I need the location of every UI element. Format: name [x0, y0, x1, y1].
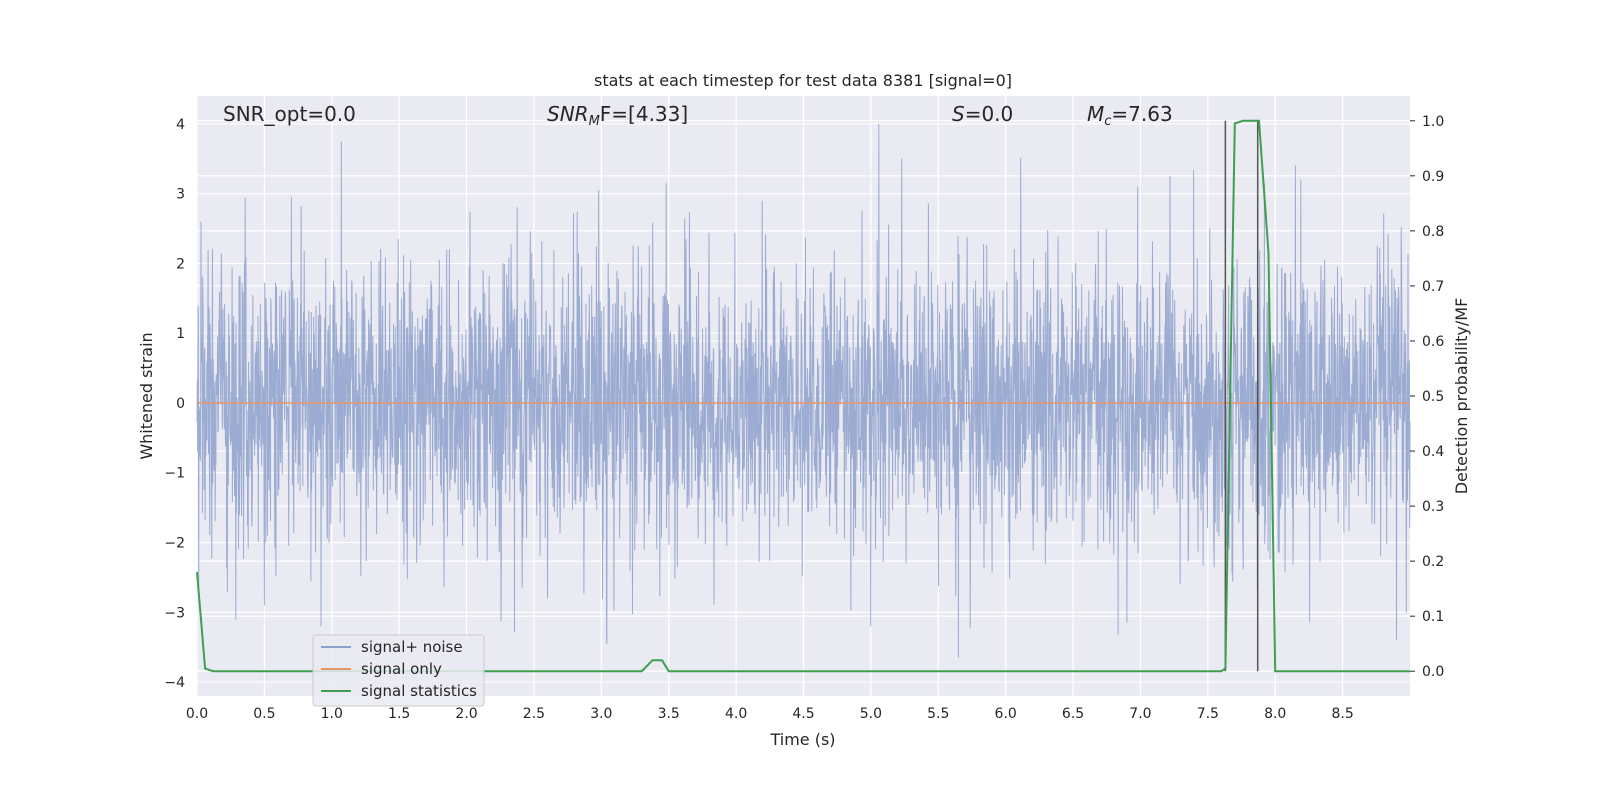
x-tick-label: 1.5 — [388, 706, 410, 722]
noise-line — [196, 123, 1411, 658]
x-tick-label: 3.5 — [658, 706, 680, 722]
y2-tick-label: 1.0 — [1422, 114, 1444, 130]
y2-axis-ticks: 0.0 0.1 0.2 0.3 0.4 0.5 0.6 0.7 0.8 0.9 1.0 — [1410, 114, 1444, 680]
x-tick-label: 0.5 — [253, 706, 275, 722]
x-tick-label: 6.5 — [1062, 706, 1084, 722]
x-tick-label: 8.5 — [1331, 706, 1353, 722]
x-tick-label: 5.5 — [927, 706, 949, 722]
legend-label-noise: signal+ noise — [361, 638, 463, 656]
annotation-mc-sub: c — [1104, 114, 1111, 129]
y2-tick-label: 0.0 — [1422, 664, 1444, 680]
x-tick-label: 8.0 — [1264, 706, 1286, 722]
y-tick-label: −1 — [164, 466, 185, 482]
legend: signal+ noise signal only signal statist… — [312, 634, 485, 707]
y2-axis-label: Detection probability/MF — [1452, 298, 1471, 495]
annotation-mc-rest: =7.63 — [1111, 102, 1172, 126]
legend-label-stats: signal statistics — [361, 682, 477, 700]
y2-tick-label: 0.8 — [1422, 224, 1444, 240]
annotation-snr-mf-rest: F=[4.33] — [600, 102, 688, 126]
y2-tick-label: 0.3 — [1422, 499, 1444, 515]
x-tick-label: 1.0 — [321, 706, 343, 722]
x-tick-label: 2.0 — [455, 706, 477, 722]
y-tick-label: 2 — [176, 256, 185, 272]
x-tick-label: 2.5 — [523, 706, 545, 722]
y-axis-ticks: 4 3 2 1 0 −1 −2 −3 −4 — [164, 117, 185, 691]
x-tick-label: 0.0 — [186, 706, 208, 722]
x-axis-label: Time (s) — [769, 730, 835, 749]
chart-title: stats at each timestep for test data 838… — [594, 71, 1012, 90]
y-tick-label: 3 — [176, 187, 185, 203]
annotation-snr-opt: SNR_opt=0.0 — [223, 102, 356, 126]
y-tick-label: 1 — [176, 326, 185, 342]
annotation-mc-italic: M — [1087, 102, 1104, 126]
x-tick-label: 7.0 — [1129, 706, 1151, 722]
annotation-snr-mf: SNRMF=[4.33] — [547, 102, 688, 129]
annotation-s: S=0.0 — [952, 102, 1013, 126]
y2-tick-label: 0.4 — [1422, 444, 1444, 460]
y-tick-label: −2 — [164, 536, 185, 552]
x-tick-label: 4.5 — [792, 706, 814, 722]
x-tick-label: 3.0 — [590, 706, 612, 722]
y2-tick-label: 0.7 — [1422, 279, 1444, 295]
x-tick-label: 7.5 — [1197, 706, 1219, 722]
y2-tick-label: 0.1 — [1422, 609, 1444, 625]
x-tick-label: 5.0 — [860, 706, 882, 722]
y2-tick-label: 0.5 — [1422, 389, 1444, 405]
annotation-mc: Mc=7.63 — [1087, 102, 1173, 129]
annotation-snr-mf-sub: M — [589, 114, 600, 129]
y2-tick-label: 0.6 — [1422, 334, 1444, 350]
y-axis-label: Whitened strain — [137, 332, 156, 459]
y-tick-label: 0 — [176, 396, 185, 412]
x-tick-label: 4.0 — [725, 706, 747, 722]
y-tick-label: −4 — [164, 675, 185, 691]
legend-box — [312, 634, 485, 707]
annotation-s-rest: =0.0 — [965, 102, 1014, 126]
annotation-snr-mf-italic: SNR — [547, 102, 589, 126]
x-axis-ticks: 0.0 0.5 1.0 1.5 2.0 2.5 3.0 3.5 4.0 4.5 5.0 5.5 6.0 6… — [186, 706, 1354, 722]
annotation-s-italic: S — [952, 102, 965, 126]
vertical-markers — [1224, 120, 1259, 672]
y2-tick-label: 0.9 — [1422, 169, 1444, 185]
x-tick-label: 6.0 — [995, 706, 1017, 722]
y-tick-label: −3 — [164, 605, 185, 621]
series-signal-noise — [196, 123, 1411, 658]
y-tick-label: 4 — [176, 117, 185, 133]
legend-label-signal: signal only — [361, 660, 442, 678]
y2-tick-label: 0.2 — [1422, 554, 1444, 570]
